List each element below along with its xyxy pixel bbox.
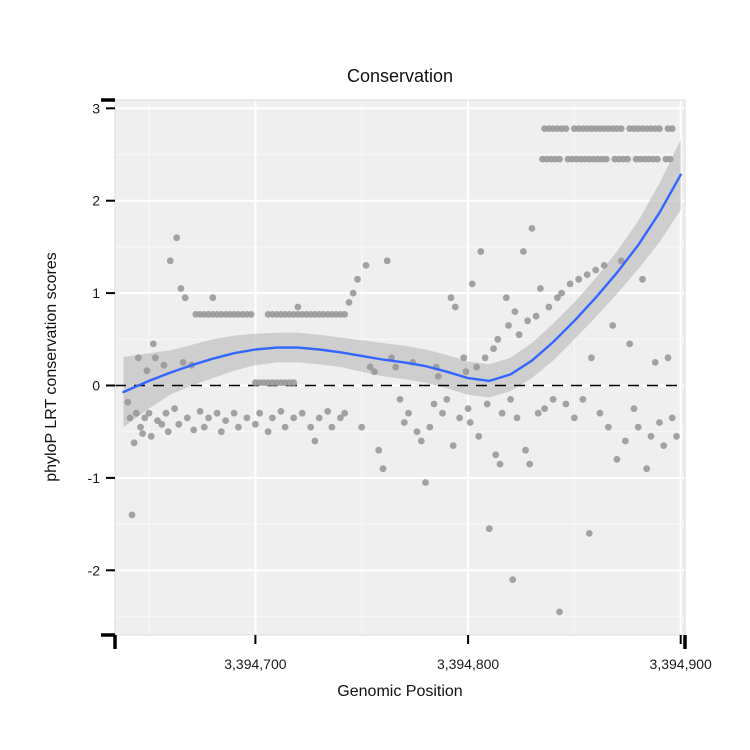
axis-ticks: [101, 98, 687, 649]
svg-text:2: 2: [92, 193, 100, 209]
svg-text:3,394,700: 3,394,700: [224, 656, 286, 672]
grid-minor: [115, 100, 685, 635]
x-tick-labels: 3,394,700 3,394,800 3,394,900: [224, 656, 712, 672]
confidence-band: [123, 139, 681, 428]
svg-text:3,394,800: 3,394,800: [437, 656, 499, 672]
chart-title: Conservation: [346, 66, 454, 86]
svg-text:-1: -1: [88, 470, 101, 486]
x-axis-label: Genomic Position: [337, 683, 463, 700]
panel-border: [114, 99, 686, 636]
svg-text:3: 3: [92, 100, 100, 116]
scatter-points: [124, 125, 680, 616]
y-tick-labels: -2 -1 0 1 2 3: [88, 100, 101, 578]
svg-text:1: 1: [92, 285, 100, 301]
smooth-trend-line: [122, 173, 682, 394]
svg-text:3,394,900: 3,394,900: [650, 656, 712, 672]
svg-text:-2: -2: [88, 562, 101, 578]
svg-text:0: 0: [92, 378, 100, 394]
